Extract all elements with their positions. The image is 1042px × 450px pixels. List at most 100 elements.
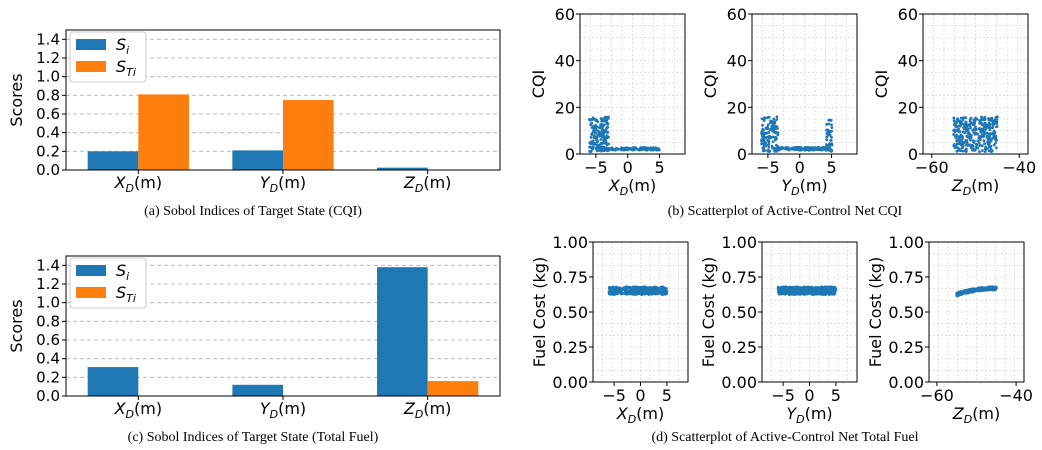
scatter-point <box>977 289 981 293</box>
scatter-point <box>959 123 963 127</box>
caption-d: (d) Scatterplot of Active-Control Net To… <box>651 430 918 445</box>
scatter-point <box>991 126 995 130</box>
scatter-point <box>974 145 978 149</box>
scatter-point <box>782 292 785 295</box>
y-tick-label: 0.50 <box>888 303 924 322</box>
scatter-point <box>826 287 830 291</box>
scatter-point <box>818 286 822 290</box>
scatter-point <box>776 126 779 130</box>
legend-label: Si <box>116 261 129 283</box>
scatter-point <box>994 136 998 140</box>
scatter-point <box>807 285 810 289</box>
scatter-point <box>966 144 970 147</box>
scatter-point <box>985 134 989 138</box>
scatter-point <box>599 137 603 141</box>
scatter-point <box>964 124 967 127</box>
scatter-point <box>981 135 985 139</box>
scatter-point <box>989 287 993 291</box>
scatter-point <box>800 148 804 151</box>
x-tick-label: −40 <box>1002 158 1036 177</box>
scatter-point <box>983 147 987 151</box>
legend-swatch <box>76 39 106 50</box>
scatter-point <box>955 120 959 124</box>
scatter-point <box>993 118 997 122</box>
scatter-point <box>961 149 965 153</box>
y-tick-label: 0.0 <box>36 387 60 405</box>
scatter-point <box>973 148 976 152</box>
scatter-point <box>964 139 968 142</box>
bar-chart-a: 0.00.20.40.60.81.01.21.4 XD(m) YD(m) ZD(m) S… <box>7 29 501 195</box>
scatter-point <box>961 144 965 148</box>
plot-frame <box>579 13 686 155</box>
scatter-point <box>821 291 825 295</box>
x-tick-label: −5 <box>584 158 608 177</box>
scatter-plot-b1: 0 20 40 60 −5 0 5XD(m) CQI <box>529 5 686 198</box>
scatter-point <box>824 292 828 296</box>
scatter-point <box>614 287 618 291</box>
y-tick-label: 0.4 <box>36 124 60 142</box>
y-tick-label: 40 <box>898 52 918 71</box>
scatter-point <box>624 289 627 293</box>
scatter-point <box>814 285 818 289</box>
scatter-point <box>640 287 644 291</box>
y-tick-label: 40 <box>727 52 747 71</box>
scatter-point <box>959 149 963 153</box>
scatter-point <box>773 148 777 152</box>
scatter-point <box>965 127 969 131</box>
y-tick-label: 0.0 <box>36 161 60 179</box>
scatter-point <box>761 123 764 127</box>
x-tick-label: ZD(m) <box>403 173 452 195</box>
scatter-point <box>955 142 959 146</box>
x-tick-label: 5 <box>654 158 664 177</box>
scatter-point <box>623 146 627 150</box>
y-axis-label: Fuel Cost (kg) <box>699 257 718 367</box>
scatter-point <box>772 117 776 121</box>
scatter-point <box>958 142 962 146</box>
scatter-point <box>831 289 834 293</box>
scatter-point <box>981 149 984 153</box>
x-axis-label: XD(m) <box>608 176 657 198</box>
scatter-point <box>991 286 995 290</box>
scatter-point <box>771 140 775 144</box>
scatter-point <box>978 119 982 123</box>
scatter-point <box>955 139 959 143</box>
y-tick-label: 0.2 <box>36 368 60 386</box>
bar-S_Ti-0 <box>138 94 189 170</box>
scatter-point <box>768 136 772 140</box>
scatter-point <box>971 128 975 132</box>
scatter-point <box>956 148 960 152</box>
scatter-point <box>803 289 807 293</box>
scatter-point <box>782 286 786 290</box>
scatter-point <box>766 149 770 153</box>
scatter-point <box>960 139 963 142</box>
y-tick-label: 0.6 <box>36 105 60 123</box>
scatter-point <box>628 290 632 294</box>
bar-S_i-1 <box>232 384 283 396</box>
y-tick-label: 0.2 <box>36 142 60 160</box>
scatter-point <box>655 148 658 152</box>
scatter-point <box>811 287 814 291</box>
scatter-point <box>956 130 960 133</box>
x-tick-label: 0 <box>804 386 814 405</box>
scatter-point <box>991 136 995 140</box>
scatter-point <box>971 143 974 147</box>
y-tick-label: 0.75 <box>552 268 588 287</box>
bar-chart-c: 0.00.20.40.60.81.01.21.4 XD(m) YD(m) ZD(m) S… <box>7 255 501 421</box>
scatter-point <box>828 142 832 146</box>
y-tick-label: 1.00 <box>888 233 924 252</box>
scatter-point <box>954 136 958 140</box>
y-axis-label: CQI <box>529 70 548 98</box>
scatter-point <box>766 143 770 147</box>
scatter-point <box>589 123 593 127</box>
scatter-point <box>994 286 998 289</box>
scatter-point <box>813 146 817 150</box>
y-tick-label: 0.50 <box>721 303 757 322</box>
scatter-point <box>978 135 982 139</box>
scatter-point <box>599 142 603 145</box>
scatter-point <box>827 118 831 122</box>
y-tick-label: 0.75 <box>888 268 924 287</box>
y-tick-label: 0.4 <box>36 350 60 368</box>
x-tick-label: 0 <box>623 158 633 177</box>
